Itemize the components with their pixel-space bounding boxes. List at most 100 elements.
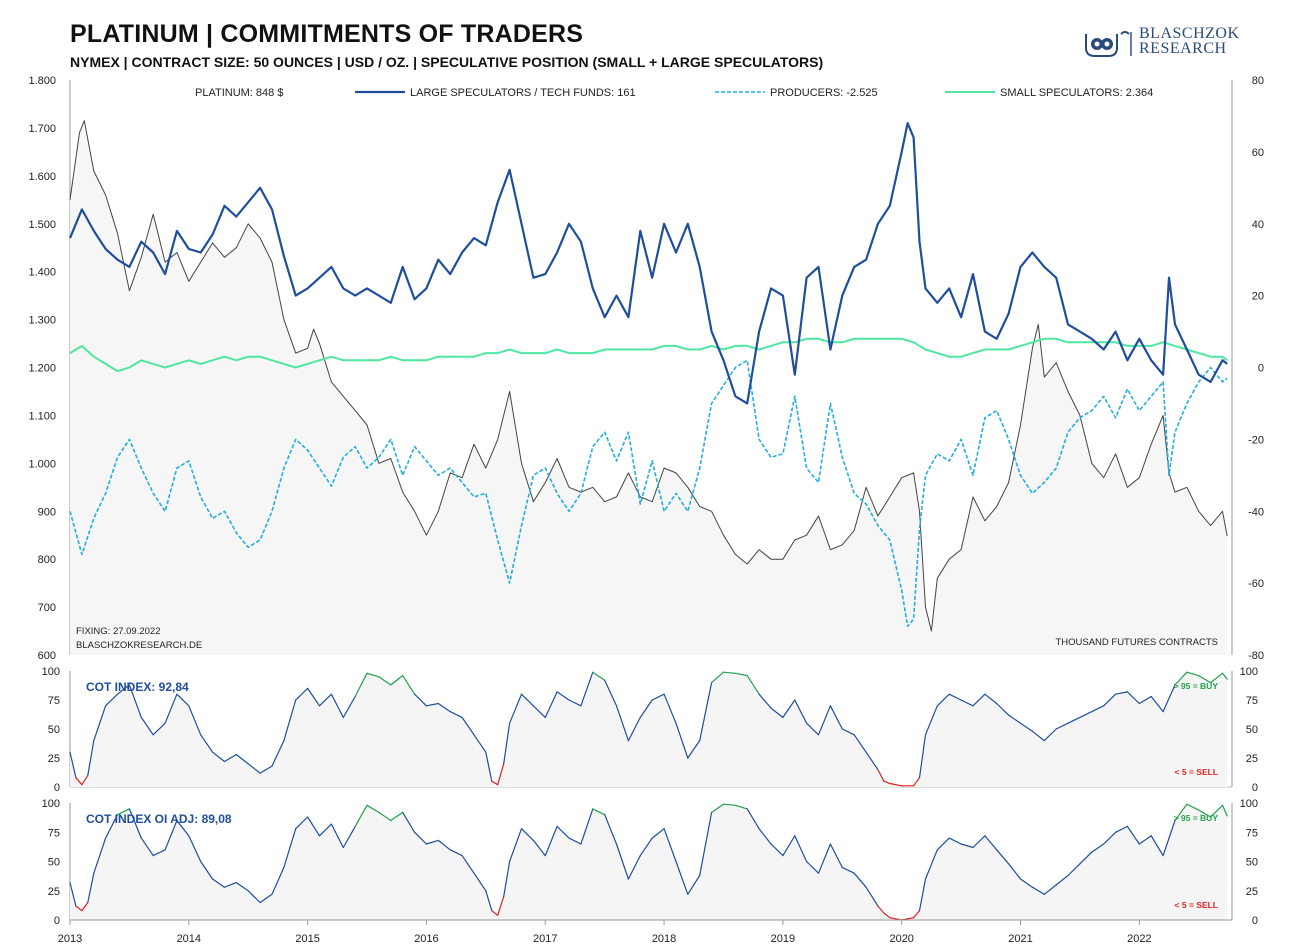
x-tick-label: 2014 — [177, 933, 201, 945]
y-left-tick-label: 600 — [38, 650, 56, 662]
cot-line-segment — [734, 672, 748, 677]
buy-threshold-label: > 95 = BUY — [1174, 813, 1219, 823]
cot-line-segment — [520, 693, 535, 707]
cot-line-segment — [592, 671, 606, 681]
cot-line-segment — [639, 699, 653, 719]
cot-line-segment — [924, 705, 938, 736]
cot-line-segment — [503, 860, 511, 898]
cot-y-right-tick-label: 100 — [1240, 798, 1258, 810]
cot-line-segment — [996, 702, 1010, 716]
cot-line-segment — [223, 881, 237, 888]
cot-line-segment — [330, 823, 344, 849]
y-left-tick-label: 1.200 — [28, 363, 56, 375]
cot-line-segment — [758, 828, 772, 845]
cot-line-segment — [1079, 851, 1093, 865]
cot-line-segment — [853, 872, 867, 888]
cot-line-segment — [1007, 863, 1022, 880]
cot-line-segment — [200, 734, 214, 753]
cot-line-segment — [271, 866, 285, 895]
cot-line-segment — [1114, 825, 1129, 833]
sell-threshold-label: < 5 = SELL — [1175, 767, 1218, 777]
cot-line-segment — [1043, 728, 1057, 742]
cot-line-segment — [152, 722, 166, 736]
cot-line-segment — [794, 835, 808, 863]
cot-line-segment — [1186, 803, 1200, 811]
cot-line-segment — [390, 811, 404, 822]
cot-y-left-tick-label: 100 — [42, 798, 60, 810]
cot-line-segment — [116, 808, 130, 816]
cot-line-segment — [342, 825, 356, 849]
cot-line-segment — [212, 878, 226, 888]
cot-line-segment — [1221, 804, 1228, 817]
cot-y-right-tick-label: 25 — [1246, 886, 1258, 898]
cot-line-segment — [627, 716, 641, 742]
cot-line-segment — [164, 819, 178, 851]
legend-label: PLATINUM: 848 $ — [195, 87, 283, 99]
cot-line-segment — [75, 777, 83, 786]
cot-line-segment — [805, 860, 820, 874]
cot-title: COT INDEX OI ADJ: 89,08 — [86, 812, 232, 826]
cot-line-segment — [556, 825, 570, 839]
cot-line-segment — [164, 693, 178, 724]
cot-line-segment — [259, 893, 273, 904]
cot-line-segment — [734, 804, 748, 810]
cot-y-left-tick-label: 25 — [48, 753, 60, 765]
cot-line-segment — [390, 674, 404, 686]
buy-threshold-label: > 95 = BUY — [1174, 681, 1219, 691]
cot-y-left-tick-label: 50 — [48, 724, 60, 736]
cot-line-segment — [81, 901, 89, 912]
x-tick-label: 2022 — [1127, 933, 1151, 945]
cot-y-left-tick-label: 0 — [54, 915, 60, 927]
cot-line-segment — [829, 843, 843, 869]
cot-line-segment — [128, 684, 142, 719]
cot-line-segment — [87, 739, 95, 777]
cot-y-left-tick-label: 100 — [42, 666, 60, 678]
cot-line-segment — [1209, 804, 1224, 818]
cot-y-right-tick-label: 25 — [1246, 753, 1258, 765]
y-right-tick-label: -60 — [1248, 578, 1264, 590]
cot-line-segment — [366, 804, 380, 814]
cot-line-segment — [461, 716, 475, 736]
cot-line-segment — [503, 722, 511, 765]
cot-line-segment — [960, 843, 974, 849]
cot-line-segment — [378, 811, 392, 822]
cot-line-segment — [1103, 693, 1117, 707]
y-left-tick-label: 1.000 — [28, 458, 56, 470]
x-tick-label: 2017 — [533, 933, 557, 945]
cot-line-segment — [1126, 825, 1140, 845]
cot-line-segment — [1209, 672, 1224, 684]
cot-line-segment — [318, 823, 332, 837]
logo-text: BLASCHZOK RESEARCH — [1139, 26, 1240, 57]
fixing-note: FIXING: 27.09.2022 — [76, 626, 161, 637]
cot-y-left-tick-label: 0 — [54, 782, 60, 794]
series-line-1 — [68, 122, 1228, 405]
cot-line-segment — [972, 835, 986, 849]
cot-line-segment — [69, 881, 77, 907]
series-line-2 — [69, 359, 1228, 628]
main-chart-panel: 1.800 1.700 1.600 1.500 1.400 1.300 1.200 1.100… — [28, 75, 1264, 662]
cot-line-segment — [116, 684, 130, 695]
cot-line-segment — [354, 672, 368, 698]
cot-line-segment — [1103, 831, 1117, 845]
cot-line-segment — [1162, 819, 1176, 857]
cot-line-segment — [425, 839, 439, 845]
cot-line-segment — [544, 825, 558, 857]
cot-line-segment — [75, 905, 83, 912]
cot-line-segment — [93, 705, 107, 742]
cot-line-segment — [491, 780, 499, 786]
cot-line-segment — [912, 909, 921, 919]
cot-line-segment — [805, 722, 820, 736]
cot-line-segment — [223, 753, 237, 763]
cot-line-segment — [984, 693, 998, 705]
cot-line-segment — [212, 751, 226, 763]
cot-line-segment — [841, 728, 855, 736]
cot-y-right-tick-label: 50 — [1246, 857, 1258, 869]
cot-line-segment — [140, 837, 154, 857]
cot-line-segment — [1007, 714, 1022, 724]
cot-line-segment — [782, 699, 796, 719]
cot-line-segment — [615, 705, 630, 742]
cot-line-segment — [1067, 716, 1081, 724]
legend-label: LARGE SPECULATORS / TECH FUNDS: 161 — [410, 87, 636, 99]
cot-line-segment — [758, 693, 772, 709]
cot-line-segment — [473, 872, 487, 892]
